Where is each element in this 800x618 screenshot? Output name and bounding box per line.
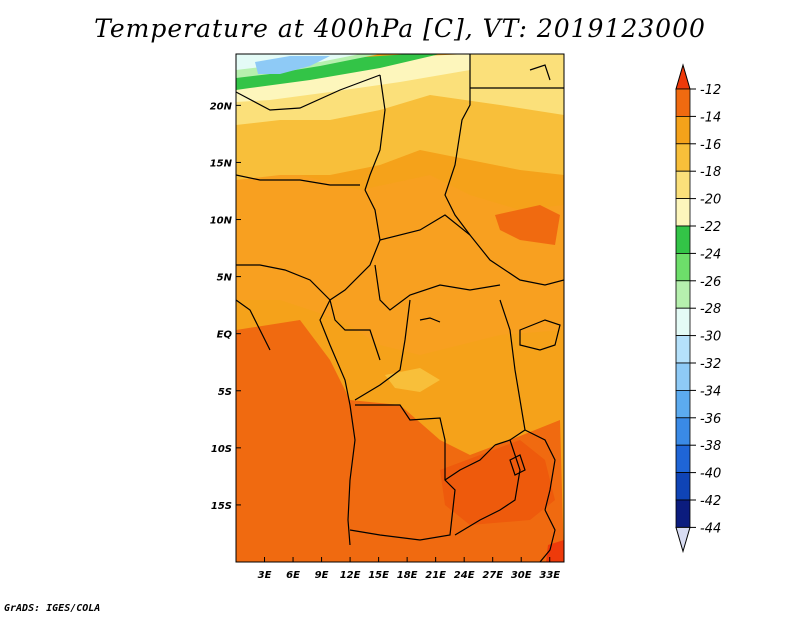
lat-tick-label: 15N [210, 158, 233, 169]
field-patch-light [385, 368, 440, 392]
lon-tick-label: 33E [539, 570, 560, 581]
footer-credit: GrADS: IGES/COLA [4, 603, 101, 614]
border-1 [236, 74, 381, 111]
temperature-field [236, 54, 564, 562]
colorbar-swatch [675, 444, 691, 474]
river-1 [419, 317, 441, 323]
lon-tick-label: 27E [482, 570, 503, 581]
colorbar-label: -40 [700, 467, 721, 482]
lake-small [509, 454, 526, 476]
field-region-hot-corner [546, 540, 564, 562]
colorbar-swatch [675, 116, 691, 145]
colorbar-top-arrow [675, 63, 691, 90]
colorbar-swatch [675, 198, 691, 227]
border-9 [374, 264, 501, 311]
colorbar-label: -28 [700, 302, 721, 317]
colorbar-swatch [675, 307, 691, 337]
colorbar-label: -36 [700, 412, 721, 427]
lon-tick-label: 3E [258, 570, 272, 581]
border-3 [444, 54, 471, 236]
field-region-warmest-southeast [440, 440, 555, 525]
colorbar-label: -22 [700, 220, 721, 235]
colorbar-bottom-arrow [675, 526, 691, 554]
border-15 [454, 439, 521, 536]
field-region-north-pale [236, 54, 470, 102]
colorbar-swatch [675, 499, 691, 528]
colorbar-label: -34 [700, 384, 721, 399]
colorbar-swatch [675, 417, 691, 446]
lat-tick-label: 15S [211, 501, 232, 512]
lon-tick-label: 12E [340, 570, 361, 581]
coast-red-sea [529, 64, 551, 81]
map-axes: 3E 6E 9E 12E 15E 18E 21E 24E 27E 30E 33E 20N 15N 10N 5… [210, 101, 561, 581]
lake-victoria [519, 319, 561, 351]
lat-tick-label: 5S [218, 387, 232, 398]
lat-tick-label: 10N [210, 216, 233, 227]
colorbar-swatch [675, 225, 691, 254]
colorbar-swatch [675, 389, 691, 419]
lat-tick-label: EQ [217, 330, 233, 341]
border-17 [539, 509, 556, 562]
colorbar-label: -12 [700, 83, 721, 98]
border-14 [444, 444, 496, 481]
border-7 [379, 214, 564, 286]
colorbar-label: -44 [700, 521, 721, 536]
lat-tick-label: 10S [211, 444, 232, 455]
colorbar-label: -26 [700, 275, 721, 290]
lon-tick-label: 6E [286, 570, 300, 581]
colorbar-label: -18 [700, 165, 721, 180]
lat-tick-label: 5N [217, 273, 233, 284]
lon-tick-label: 30E [511, 570, 532, 581]
colorbar-label: -42 [700, 494, 721, 509]
border-2 [364, 74, 386, 191]
border-11 [354, 299, 411, 401]
colorbar-label: -24 [700, 247, 721, 262]
colorbar-label: -30 [700, 330, 721, 345]
colorbar-swatch [675, 280, 691, 309]
lon-tick-label: 21E [425, 570, 446, 581]
lon-tick-label: 24E [454, 570, 475, 581]
map-title: Temperature at 400hPa [C], VT: 201912300… [94, 14, 706, 43]
lon-tick-label: 15E [368, 570, 389, 581]
coast-1 [319, 299, 351, 406]
colorbar-label: -32 [700, 357, 721, 372]
colorbar-swatch [675, 143, 691, 172]
country-borders [236, 54, 564, 562]
lon-tick-label: 9E [315, 570, 329, 581]
map-frame [235, 53, 565, 563]
border-5 [236, 174, 360, 186]
colorbar-swatch [675, 362, 691, 391]
field-region-central [236, 170, 564, 355]
colorbar: -12 -14 -16 -18 -20 -22 -24 -26 -28 -30 -32 -34 -36 -… [675, 63, 721, 554]
lat-tick-label: 20N [210, 101, 233, 112]
colorbar-label: -20 [700, 193, 721, 208]
border-10 [329, 299, 381, 361]
lon-tick-label: 18E [397, 570, 418, 581]
border-6 [329, 189, 381, 301]
colorbar-swatch [675, 88, 691, 117]
colorbar-label: -38 [700, 439, 721, 454]
border-8 [236, 264, 331, 301]
colorbar-swatch [675, 252, 691, 282]
coast-2 [347, 404, 356, 546]
colorbar-label: -16 [700, 138, 721, 153]
field-region-blue-patch [255, 56, 330, 74]
field-patch-warm-east [495, 205, 560, 245]
colorbar-swatch [675, 335, 691, 364]
field-region-north-light [236, 54, 564, 125]
colorbar-swatch [675, 472, 691, 501]
border-16 [524, 429, 556, 511]
colorbar-swatch [675, 170, 691, 199]
colorbar-label: -14 [700, 110, 721, 125]
coast-3 [236, 299, 271, 351]
